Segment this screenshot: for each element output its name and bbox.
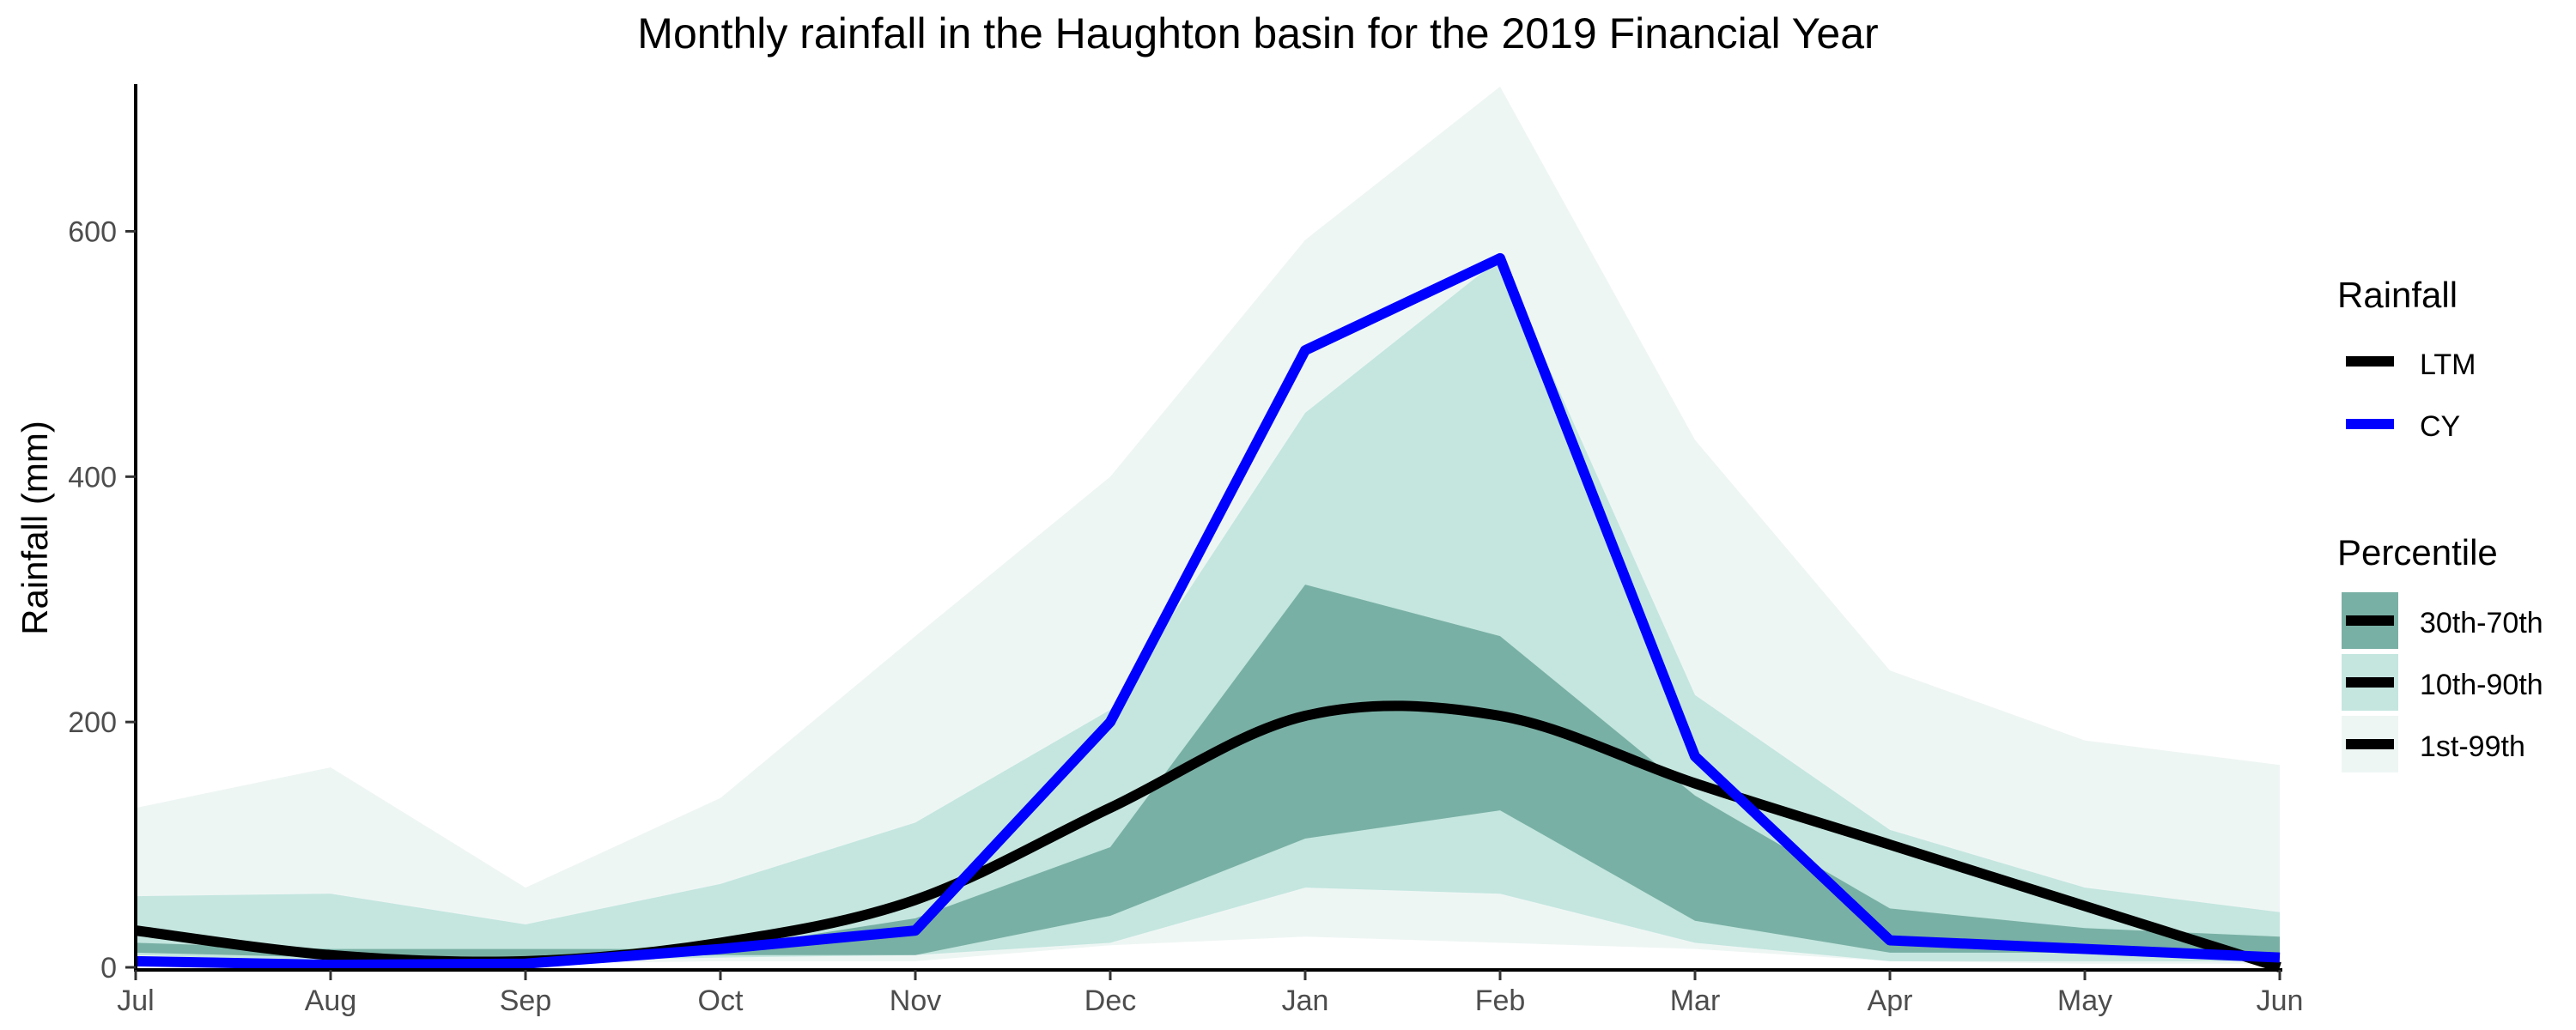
x-tick-label: Mar xyxy=(1670,985,1721,1017)
series-lines xyxy=(135,252,2281,972)
legend-30-70-label: 30th-70th xyxy=(2420,607,2543,639)
x-tick-label: Jun xyxy=(2257,985,2304,1017)
x-tick-label: May xyxy=(2057,985,2112,1017)
x-tick-label: Sep xyxy=(500,985,552,1017)
line-CY xyxy=(135,252,2281,971)
tick-labels: 0 200 400 600 Jul Aug Sep Oct Nov Dec Jan Feb Mar Apr… xyxy=(68,216,2303,1018)
legend-cy-label: CY xyxy=(2420,410,2460,443)
legend-percentile: Percentile 30th-70th 10th-90th 1st-99th xyxy=(2337,532,2543,772)
y-axis-label: Rainfall (mm) xyxy=(15,421,55,635)
x-tick-label: Nov xyxy=(890,985,941,1017)
legend-ltm-label: LTM xyxy=(2420,348,2476,381)
legend-rainfall-title: Rainfall xyxy=(2337,275,2458,315)
x-tick-label: Aug xyxy=(305,985,357,1017)
x-tick-label: Jan xyxy=(1282,985,1329,1017)
x-tick-label: Apr xyxy=(1868,985,1913,1017)
band-30th-70th xyxy=(136,585,2280,958)
legend-percentile-title: Percentile xyxy=(2337,532,2498,573)
x-tick-label: Jul xyxy=(117,985,154,1017)
y-tick-label: 400 xyxy=(68,461,117,494)
x-tick-label: Dec xyxy=(1084,985,1136,1017)
y-tick-label: 0 xyxy=(100,952,117,985)
legend-10-90-label: 10th-90th xyxy=(2420,669,2543,701)
band-10th-90th xyxy=(136,258,2280,961)
x-tick-label: Feb xyxy=(1475,985,1526,1017)
y-tick-label: 600 xyxy=(68,216,117,249)
y-tick-label: 200 xyxy=(68,706,117,739)
legend-rainfall: Rainfall LTM CY xyxy=(2337,275,2476,443)
legend-1-99-label: 1st-99th xyxy=(2420,730,2525,763)
x-tick-label: Oct xyxy=(698,985,744,1017)
chart-title: Monthly rainfall in the Haughton basin f… xyxy=(637,9,1878,58)
